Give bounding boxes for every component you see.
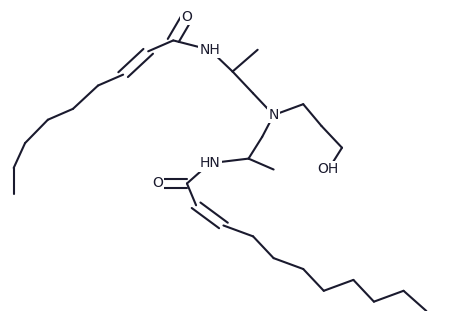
Text: HN: HN bbox=[199, 156, 220, 170]
Text: N: N bbox=[268, 108, 278, 122]
Text: OH: OH bbox=[317, 162, 338, 177]
Text: NH: NH bbox=[199, 43, 220, 57]
Text: O: O bbox=[181, 10, 192, 24]
Text: O: O bbox=[152, 176, 162, 191]
